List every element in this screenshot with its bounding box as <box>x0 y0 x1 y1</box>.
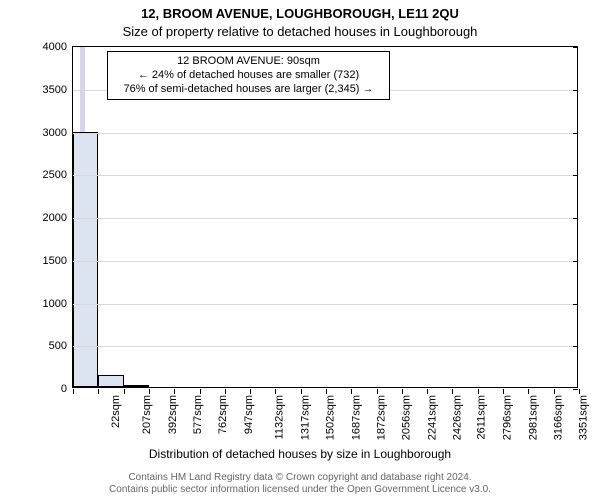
x-tick-label: 392sqm <box>167 395 179 434</box>
x-tick-label: 2056sqm <box>401 395 413 440</box>
x-tick-mark <box>478 389 479 394</box>
x-tick-mark <box>149 389 150 394</box>
x-tick-label: 577sqm <box>192 395 204 434</box>
annotation-box: 12 BROOM AVENUE: 90sqm← 24% of detached … <box>107 51 390 100</box>
x-tick-mark <box>301 389 302 394</box>
annotation-line: ← 24% of detached houses are smaller (73… <box>114 69 383 83</box>
x-tick-label: 3166sqm <box>552 395 564 440</box>
x-tick-mark <box>427 389 428 394</box>
x-tick-label: 1132sqm <box>273 395 285 439</box>
y-tick-mark <box>573 90 578 91</box>
x-tick-label: 2796sqm <box>502 395 514 440</box>
x-tick-label: 3351sqm <box>578 395 590 440</box>
x-tick-mark <box>503 389 504 394</box>
x-tick-label: 947sqm <box>243 395 255 434</box>
y-tick-mark <box>573 218 578 219</box>
y-tick-mark <box>573 47 578 48</box>
x-tick-label: 1687sqm <box>350 395 362 440</box>
x-tick-mark <box>579 389 580 394</box>
x-tick-label: 22sqm <box>110 395 122 428</box>
x-tick-mark <box>225 389 226 394</box>
x-tick-label: 1502sqm <box>325 395 337 440</box>
x-tick-label: 1872sqm <box>375 395 387 440</box>
y-tick-mark <box>573 389 578 390</box>
y-tick-mark <box>573 175 578 176</box>
x-tick-label: 2611sqm <box>476 395 488 439</box>
x-tick-mark <box>200 389 201 394</box>
x-tick-mark <box>124 389 125 394</box>
x-tick-mark <box>73 389 74 394</box>
y-tick-mark <box>573 346 578 347</box>
chart-container: { "titles": { "line1": "12, BROOM AVENUE… <box>0 0 600 500</box>
x-tick-label: 2981sqm <box>527 395 539 440</box>
histogram-bar <box>124 385 149 387</box>
x-tick-mark <box>174 389 175 394</box>
histogram-bar <box>98 375 123 387</box>
x-tick-label: 2426sqm <box>451 395 463 440</box>
x-tick-mark <box>351 389 352 394</box>
chart-title-line2: Size of property relative to detached ho… <box>0 24 600 39</box>
x-tick-mark <box>452 389 453 394</box>
x-tick-mark <box>528 389 529 394</box>
x-tick-label: 1317sqm <box>299 395 311 440</box>
source-footer: Contains HM Land Registry data © Crown c… <box>0 472 600 496</box>
y-tick-label: 3000 <box>43 127 73 139</box>
x-tick-mark <box>275 389 276 394</box>
x-tick-label: 207sqm <box>141 395 153 434</box>
x-tick-mark <box>377 389 378 394</box>
gridline <box>73 304 577 305</box>
y-tick-label: 500 <box>49 340 73 352</box>
y-tick-mark <box>573 304 578 305</box>
gridline <box>73 261 577 262</box>
y-tick-label: 1500 <box>43 255 73 267</box>
y-tick-label: 4000 <box>43 41 73 53</box>
x-tick-label: 2241sqm <box>426 395 438 440</box>
gridline <box>73 175 577 176</box>
y-tick-mark <box>573 133 578 134</box>
y-tick-label: 2000 <box>43 212 73 224</box>
x-tick-mark <box>326 389 327 394</box>
y-tick-label: 3500 <box>43 84 73 96</box>
gridline <box>73 133 577 134</box>
x-tick-mark <box>554 389 555 394</box>
annotation-line: 12 BROOM AVENUE: 90sqm <box>114 55 383 69</box>
x-tick-mark <box>250 389 251 394</box>
x-tick-mark <box>402 389 403 394</box>
x-tick-label: 762sqm <box>217 395 229 434</box>
footer-line: Contains public sector information licen… <box>0 484 600 496</box>
x-axis-label: Distribution of detached houses by size … <box>0 447 600 461</box>
x-tick-mark <box>98 389 99 394</box>
gridline <box>73 218 577 219</box>
histogram-bar <box>73 132 98 387</box>
gridline <box>73 346 577 347</box>
y-tick-label: 0 <box>61 383 73 395</box>
y-tick-label: 2500 <box>43 169 73 181</box>
footer-line: Contains HM Land Registry data © Crown c… <box>0 472 600 484</box>
chart-title-line1: 12, BROOM AVENUE, LOUGHBOROUGH, LE11 2QU <box>0 6 600 21</box>
y-tick-label: 1000 <box>43 298 73 310</box>
y-tick-mark <box>573 261 578 262</box>
annotation-line: 76% of semi-detached houses are larger (… <box>114 83 383 97</box>
